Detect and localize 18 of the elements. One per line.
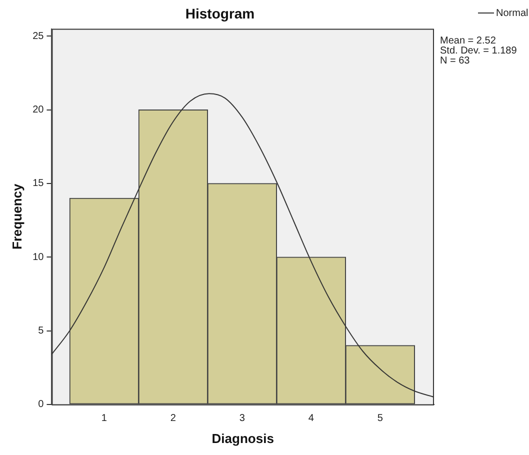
y-tick-label: 15 xyxy=(32,178,44,190)
y-tick-label: 5 xyxy=(38,326,44,337)
text: N = 63 xyxy=(440,56,470,67)
text: Mean = 2.52 xyxy=(440,36,496,47)
x-tick-label: 2 xyxy=(170,413,176,424)
x-tick-label: 4 xyxy=(308,413,314,424)
y-tick-label: 20 xyxy=(32,104,44,116)
chart-title: Histogram xyxy=(185,5,255,22)
x-tick-label: 3 xyxy=(239,413,246,424)
x-axis-title: Diagnosis xyxy=(212,430,274,446)
text: Std. Dev. = 1.189 xyxy=(440,46,518,57)
y-axis-title: Frequency xyxy=(9,182,24,250)
y-tick-label: 10 xyxy=(32,252,44,263)
y-tick-label: 0 xyxy=(38,399,44,410)
x-tick-label: 1 xyxy=(101,413,108,424)
y-tick-label: 25 xyxy=(32,30,44,42)
legend-label: Normal xyxy=(496,8,528,19)
x-tick-label: 5 xyxy=(377,413,384,424)
